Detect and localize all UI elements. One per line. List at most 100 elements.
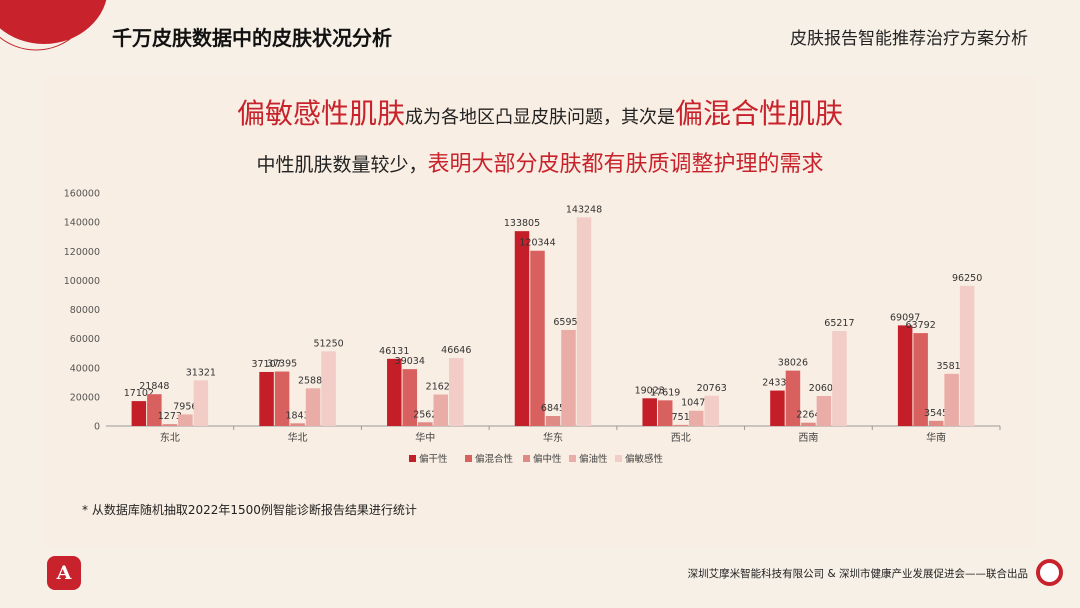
y-tick-label: 100000 [64, 276, 100, 287]
y-tick-label: 20000 [70, 392, 100, 403]
bar [832, 331, 847, 426]
bar [897, 325, 913, 426]
bar [959, 285, 975, 426]
y-tick-label: 80000 [70, 305, 100, 316]
legend-swatch [615, 455, 622, 462]
bar-data-label: 17619 [650, 387, 680, 398]
bar-data-label: 25880 [298, 375, 328, 386]
bar-data-label: 63792 [906, 320, 936, 331]
bar-data-label: 19023 [635, 385, 665, 396]
x-tick-label: 东北 [160, 431, 180, 444]
bar-data-label: 1273 [158, 411, 182, 422]
bar [576, 217, 592, 426]
bar-data-label: 69097 [890, 312, 920, 323]
bar [913, 333, 928, 426]
bar-data-label: 37395 [267, 359, 297, 370]
x-tick-label: 华东 [543, 431, 563, 444]
bar-data-label: 143248 [566, 204, 602, 215]
bar [162, 424, 178, 426]
bar [259, 371, 274, 426]
bar-data-label: 46646 [441, 345, 471, 356]
headline-primary: 偏敏感性肌肤成为各地区凸显皮肤问题，其次是偏混合性肌肤 [0, 92, 1080, 132]
bar-data-label: 6845 [541, 403, 565, 414]
x-tick-label: 华北 [288, 431, 308, 444]
bar-data-label: 35819 [937, 361, 967, 372]
bar [770, 390, 785, 426]
bar-data-label: 1843 [285, 410, 309, 421]
decorative-end-ring [1036, 559, 1063, 586]
bar-data-label: 51250 [313, 338, 343, 349]
legend-label: 偏中性 [533, 453, 562, 465]
bar [449, 358, 464, 426]
bar [402, 369, 418, 426]
bar [433, 394, 449, 426]
headline-secondary: 中性肌肤数量较少，表明大部分皮肤都有肤质调整护理的需求 [0, 146, 1080, 178]
bar-data-label: 751 [672, 412, 690, 423]
bar-data-label: 21620 [426, 382, 456, 393]
bar-data-label: 3545 [924, 408, 948, 419]
headline-highlight-sensitive: 偏敏感性肌肤 [236, 97, 405, 130]
bar-data-label: 133805 [504, 218, 540, 229]
bar [944, 373, 959, 426]
bar-data-label: 20763 [697, 383, 727, 394]
bar [514, 231, 530, 426]
bar [688, 410, 704, 426]
bar-data-label: 17102 [124, 388, 154, 399]
bar-data-label: 2562 [413, 409, 437, 420]
y-tick-label: 160000 [64, 189, 100, 200]
legend-label: 偏油性 [579, 453, 608, 465]
bar [418, 422, 433, 426]
decorative-ring [0, 0, 94, 51]
bar-data-label: 46131 [379, 346, 409, 357]
bar-data-label: 37107 [251, 359, 281, 370]
bar [561, 329, 576, 426]
headline-middle-text: 成为各地区凸显皮肤问题，其次是 [405, 107, 675, 128]
y-tick-label: 140000 [64, 218, 100, 229]
bar [545, 416, 561, 426]
bar [785, 370, 801, 426]
x-tick-label: 西南 [798, 431, 818, 444]
section-title: 皮肤报告智能推荐治疗方案分析 [790, 29, 1028, 49]
bar-data-label: 21848 [139, 381, 169, 392]
bar [928, 420, 944, 426]
bar-data-label: 38026 [778, 358, 808, 369]
bar [147, 394, 162, 426]
legend-swatch [465, 455, 472, 462]
headline-highlight-combination: 偏混合性肌肤 [675, 97, 844, 130]
bar-data-label: 10473 [681, 398, 711, 409]
bar-data-label: 39034 [395, 356, 425, 367]
headline-neutral-text: 中性肌肤数量较少， [256, 154, 428, 176]
bar-data-label: 31321 [186, 367, 216, 378]
bar-data-label: 65959 [553, 317, 583, 328]
bar [274, 371, 290, 426]
legend-swatch [523, 455, 530, 462]
bar [290, 423, 305, 426]
bar [193, 380, 209, 426]
x-tick-label: 西北 [671, 432, 691, 444]
bar-data-label: 96250 [952, 273, 982, 284]
legend-label: 偏干性 [419, 453, 448, 465]
footer-credit: 深圳艾摩米智能科技有限公司 & 深圳市健康产业发展促进会——联合出品 [687, 568, 1028, 580]
y-tick-label: 120000 [64, 247, 100, 258]
x-tick-label: 华中 [415, 431, 435, 444]
bar-data-label: 65217 [824, 318, 854, 329]
x-tick-label: 华南 [926, 431, 946, 444]
y-tick-label: 40000 [70, 363, 100, 374]
bar [673, 424, 688, 426]
bar-data-label: 7956 [173, 401, 197, 412]
bar [642, 398, 657, 426]
bar-data-label: 120344 [519, 238, 555, 249]
bar [816, 395, 832, 426]
legend-swatch [569, 455, 576, 462]
bar-data-label: 24334 [762, 378, 792, 389]
footnote: * 从数据库随机抽取2022年1500例智能诊断报告结果进行统计 [82, 503, 417, 517]
bar [387, 358, 402, 426]
bar [131, 401, 147, 426]
bar [178, 414, 193, 426]
bar [704, 395, 719, 426]
bar [305, 388, 321, 426]
bar [657, 400, 673, 426]
bar [321, 351, 336, 426]
legend-label: 偏敏感性 [625, 453, 664, 465]
